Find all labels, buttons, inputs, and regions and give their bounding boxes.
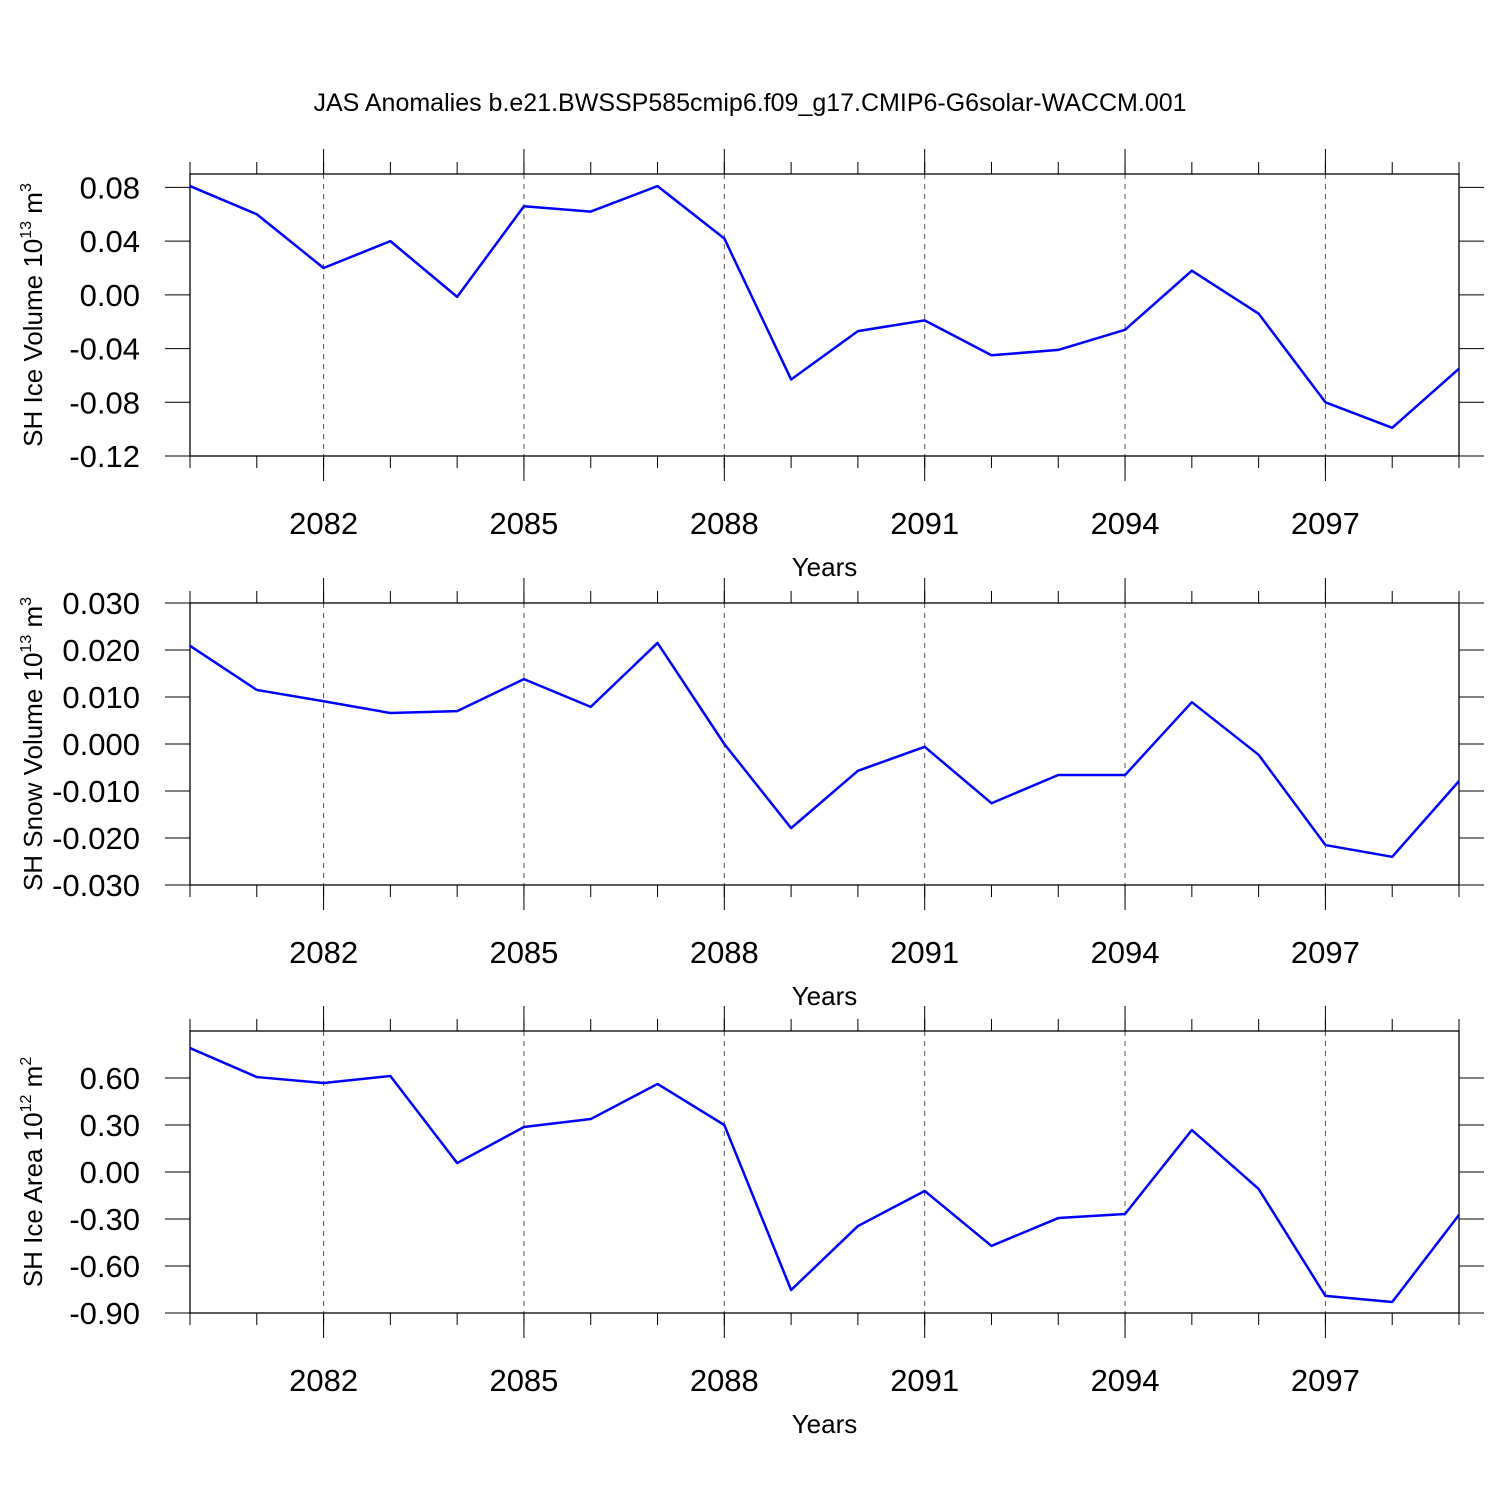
x-tick-label: 2094 bbox=[1091, 935, 1160, 970]
y-tick-label: 0.000 bbox=[62, 727, 140, 762]
plot-frame bbox=[189, 1030, 1460, 1314]
x-tick-label: 2085 bbox=[489, 935, 558, 970]
y-axis-label-exponent: 13 bbox=[18, 635, 35, 653]
y-axis-label: SH Ice Area 1012 m2 bbox=[18, 1057, 48, 1288]
x-tick-label: 2085 bbox=[489, 506, 558, 541]
y-axis-label-exponent: 13 bbox=[18, 221, 35, 239]
y-axis-label-text: m bbox=[18, 192, 48, 221]
y-tick-label: -0.04 bbox=[69, 332, 140, 367]
x-tick-label: 2094 bbox=[1091, 506, 1160, 541]
data-line bbox=[189, 1046, 1460, 1304]
y-tick-label: 0.30 bbox=[80, 1108, 140, 1143]
y-axis-label-text: SH Snow Volume 10 bbox=[18, 653, 48, 891]
x-tick-label: 2088 bbox=[690, 1363, 759, 1398]
y-axis-label-exponent: 12 bbox=[18, 1094, 35, 1112]
y-axis-label: SH Snow Volume 1013 m3 bbox=[18, 597, 48, 891]
x-tick-label: 2082 bbox=[289, 1363, 358, 1398]
y-tick-label: 0.08 bbox=[80, 170, 140, 205]
x-tick-label: 2088 bbox=[690, 506, 759, 541]
y-tick-label: 0.60 bbox=[80, 1061, 140, 1096]
x-axis-label: Years bbox=[792, 1409, 858, 1439]
y-tick-label: -0.020 bbox=[52, 821, 140, 856]
x-tick-label: 2097 bbox=[1291, 1363, 1360, 1398]
chart-title: JAS Anomalies b.e21.BWSSP585cmip6.f09_g1… bbox=[313, 89, 1186, 117]
x-tick-label: 2082 bbox=[289, 935, 358, 970]
y-tick-label: 0.010 bbox=[62, 680, 140, 715]
x-tick-label: 2091 bbox=[890, 1363, 959, 1398]
y-tick-label: -0.90 bbox=[69, 1296, 140, 1331]
y-tick-label: 0.030 bbox=[62, 586, 140, 621]
y-axis-label-text: m bbox=[18, 1066, 48, 1095]
y-tick-label: -0.30 bbox=[69, 1202, 140, 1237]
y-tick-label: -0.010 bbox=[52, 774, 140, 809]
x-tick-label: 2097 bbox=[1291, 506, 1360, 541]
y-tick-label: -0.030 bbox=[52, 868, 140, 903]
y-tick-label: -0.60 bbox=[69, 1249, 140, 1284]
y-axis-label-exponent: 3 bbox=[18, 597, 35, 606]
y-axis-label: SH Ice Volume 1013 m3 bbox=[18, 183, 48, 447]
y-tick-label: -0.08 bbox=[69, 385, 140, 420]
y-tick-label: -0.12 bbox=[69, 439, 140, 474]
y-tick-label: 0.04 bbox=[80, 224, 140, 259]
y-tick-label: 0.00 bbox=[80, 278, 140, 313]
plot-frame bbox=[189, 602, 1460, 886]
y-tick-label: 0.00 bbox=[80, 1155, 140, 1190]
x-tick-label: 2094 bbox=[1091, 1363, 1160, 1398]
x-tick-label: 2091 bbox=[890, 506, 959, 541]
x-tick-label: 2091 bbox=[890, 935, 959, 970]
y-axis-label-text: m bbox=[18, 606, 48, 635]
plot-frame bbox=[189, 173, 1460, 457]
y-axis-label-text: SH Ice Volume 10 bbox=[18, 239, 48, 447]
y-axis-label-exponent: 3 bbox=[18, 183, 35, 192]
x-tick-label: 2088 bbox=[690, 935, 759, 970]
data-line bbox=[189, 184, 1460, 430]
x-tick-label: 2097 bbox=[1291, 935, 1360, 970]
data-line bbox=[189, 641, 1460, 859]
x-tick-label: 2082 bbox=[289, 506, 358, 541]
x-tick-label: 2085 bbox=[489, 1363, 558, 1398]
x-axis-label: Years bbox=[792, 552, 858, 582]
y-axis-label-text: SH Ice Area 10 bbox=[18, 1112, 48, 1287]
y-axis-label-exponent: 2 bbox=[18, 1057, 35, 1066]
y-tick-label: 0.020 bbox=[62, 633, 140, 668]
x-axis-label: Years bbox=[792, 981, 858, 1011]
